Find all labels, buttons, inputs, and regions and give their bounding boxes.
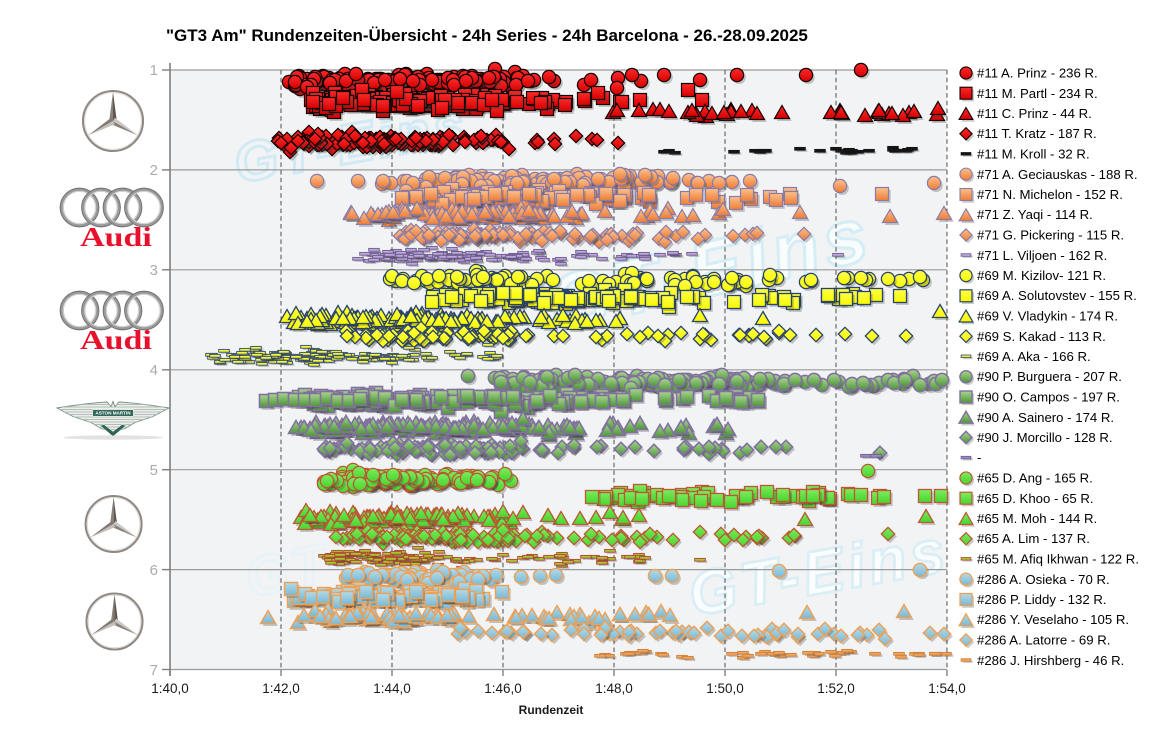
- svg-text:#69 A. Solutovstev - 155 R.: #69 A. Solutovstev - 155 R.: [977, 288, 1137, 303]
- svg-text:1:50,0: 1:50,0: [706, 681, 744, 696]
- svg-text:#90 O. Campos - 197 R.: #90 O. Campos - 197 R.: [977, 390, 1120, 405]
- svg-text:#69 A. Aka - 166 R.: #69 A. Aka - 166 R.: [977, 349, 1091, 364]
- svg-text:Audi: Audi: [80, 221, 152, 252]
- svg-text:2: 2: [150, 162, 158, 179]
- svg-text:#71 N. Michelon - 152 R.: #71 N. Michelon - 152 R.: [977, 187, 1123, 202]
- svg-text:1:54,0: 1:54,0: [928, 681, 966, 696]
- svg-text:1:48,0: 1:48,0: [595, 681, 633, 696]
- svg-text:#11 M. Partl - 234 R.: #11 M. Partl - 234 R.: [977, 86, 1098, 101]
- svg-text:#65 A. Lim - 137 R.: #65 A. Lim - 137 R.: [977, 531, 1090, 546]
- svg-text:#65 M. Afiq Ikhwan - 122 R.: #65 M. Afiq Ikhwan - 122 R.: [977, 552, 1139, 567]
- svg-text:#286 A. Osieka - 70 R.: #286 A. Osieka - 70 R.: [977, 572, 1110, 587]
- svg-text:#71 L. Viljoen - 162 R.: #71 L. Viljoen - 162 R.: [977, 248, 1107, 263]
- svg-text:1: 1: [150, 62, 158, 79]
- svg-text:#71 Z. Yaqi - 114 R.: #71 Z. Yaqi - 114 R.: [977, 207, 1093, 222]
- svg-text:-: -: [977, 450, 981, 465]
- svg-text:"GT3 Am" Rundenzeiten-Übersich: "GT3 Am" Rundenzeiten-Übersicht - 24h Se…: [166, 26, 808, 45]
- svg-text:#65 M. Moh - 144 R.: #65 M. Moh - 144 R.: [977, 511, 1097, 526]
- svg-text:#286 Y. Veselaho - 105 R.: #286 Y. Veselaho - 105 R.: [977, 612, 1129, 627]
- svg-text:#69 S. Kakad - 113 R.: #69 S. Kakad - 113 R.: [977, 329, 1106, 344]
- svg-text:#90 J. Morcillo - 128 R.: #90 J. Morcillo - 128 R.: [977, 430, 1113, 445]
- svg-text:#90 A. Sainero - 174 R.: #90 A. Sainero - 174 R.: [977, 410, 1114, 425]
- svg-text:ASTON MARTIN: ASTON MARTIN: [95, 411, 131, 416]
- svg-text:3: 3: [150, 262, 158, 279]
- svg-text:#286 A. Latorre - 69 R.: #286 A. Latorre - 69 R.: [977, 633, 1110, 648]
- svg-text:#65 D. Khoo - 65 R.: #65 D. Khoo - 65 R.: [977, 491, 1094, 506]
- svg-text:#11 C. Prinz - 44 R.: #11 C. Prinz - 44 R.: [977, 106, 1092, 121]
- svg-text:#71 A. Geciauskas - 188 R.: #71 A. Geciauskas - 188 R.: [977, 167, 1138, 182]
- svg-text:#90 P. Burguera - 207 R.: #90 P. Burguera - 207 R.: [977, 369, 1122, 384]
- svg-text:#69 M. Kizilov- 121 R.: #69 M. Kizilov- 121 R.: [977, 268, 1106, 283]
- svg-text:#71 G. Pickering - 115 R.: #71 G. Pickering - 115 R.: [977, 228, 1124, 243]
- svg-text:1:40,0: 1:40,0: [151, 681, 189, 696]
- svg-text:#11 A. Prinz - 236 R.: #11 A. Prinz - 236 R.: [977, 66, 1098, 81]
- svg-text:#11 M. Kroll - 32 R.: #11 M. Kroll - 32 R.: [977, 147, 1090, 162]
- svg-text:1:52,0: 1:52,0: [817, 681, 855, 696]
- svg-text:#11 T. Kratz - 187 R.: #11 T. Kratz - 187 R.: [977, 126, 1097, 141]
- svg-text:Audi: Audi: [80, 324, 152, 355]
- svg-text:1:42,0: 1:42,0: [262, 681, 300, 696]
- svg-text:1:44,0: 1:44,0: [373, 681, 411, 696]
- svg-text:#69 V. Vladykin - 174 R.: #69 V. Vladykin - 174 R.: [977, 309, 1118, 324]
- svg-text:#286 J. Hirshberg - 46 R.: #286 J. Hirshberg - 46 R.: [977, 653, 1124, 668]
- svg-text:5: 5: [150, 462, 158, 479]
- svg-text:#65 D. Ang - 165 R.: #65 D. Ang - 165 R.: [977, 471, 1093, 486]
- svg-text:1:46,0: 1:46,0: [484, 681, 522, 696]
- svg-text:#286 P. Liddy - 132 R.: #286 P. Liddy - 132 R.: [977, 592, 1107, 607]
- svg-text:7: 7: [150, 662, 158, 679]
- svg-text:6: 6: [150, 562, 158, 579]
- svg-text:Rundenzeit: Rundenzeit: [519, 703, 584, 717]
- svg-text:4: 4: [150, 362, 158, 379]
